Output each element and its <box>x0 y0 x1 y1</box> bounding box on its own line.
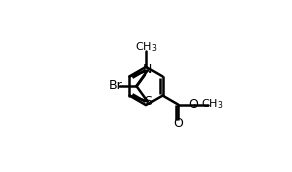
Text: Br: Br <box>109 79 122 92</box>
Text: CH$_3$: CH$_3$ <box>135 40 157 54</box>
Text: O: O <box>189 98 199 111</box>
Text: CH$_3$: CH$_3$ <box>201 97 223 111</box>
Text: S: S <box>144 95 152 108</box>
Text: O: O <box>173 117 183 130</box>
Text: N: N <box>142 63 152 76</box>
